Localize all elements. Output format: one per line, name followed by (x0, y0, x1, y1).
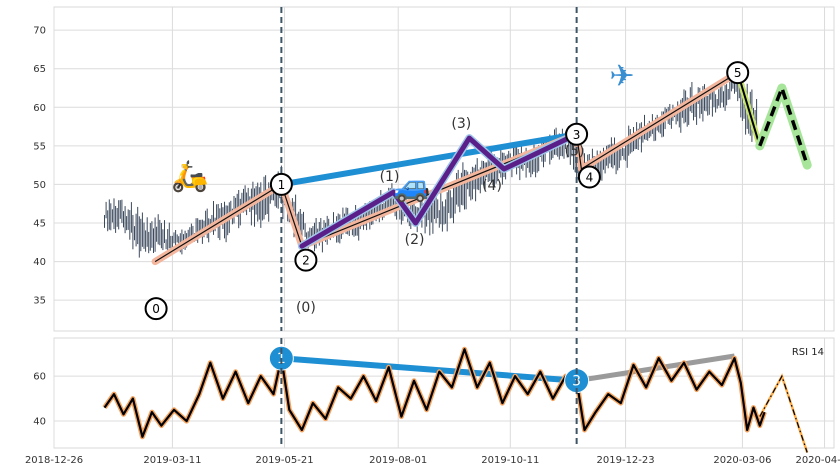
primary-wave-label: 0 (152, 302, 160, 316)
primary-wave-label: 3 (573, 128, 581, 142)
x-tick-label: 2019-12-23 (597, 455, 655, 466)
rsi-projection-line (759, 374, 808, 453)
price-divergence-line (278, 131, 580, 188)
price-panel-frame (53, 6, 835, 332)
decorative-icons: 🛵 🚙 ✈ (171, 59, 634, 204)
rsi-line (103, 348, 766, 438)
price-y-tick-label: 35 (33, 296, 46, 307)
price-y-tick-label: 70 (33, 26, 46, 37)
correction-actual-line (736, 72, 761, 147)
primary-wave-label: 5 (734, 66, 742, 80)
sub-wave-label: (0) (296, 300, 316, 316)
price-y-tick-label: 50 (33, 180, 46, 191)
sub-wave-label: (1) (380, 169, 400, 185)
x-tick-label: 2018-12-26 (25, 455, 83, 466)
primary-wave-label: 4 (586, 171, 594, 185)
sub-wave-label: (4) (482, 178, 502, 194)
primary-wave-circle (726, 61, 750, 85)
primary-wave-label: 1 (278, 178, 286, 192)
x-tick-label: 2019-10-11 (481, 455, 539, 466)
airplane-icon: ✈ (609, 59, 634, 94)
primary-wave-circle (269, 172, 293, 196)
primary-wave-label: 2 (302, 254, 310, 268)
price-y-tick-label: 60 (33, 103, 46, 114)
price-y-tick-label: 55 (33, 141, 46, 152)
sub-wave-label: (5) (565, 143, 585, 159)
rsi-y-tick-label: 60 (33, 372, 46, 383)
sub-wave-label: (2) (405, 232, 425, 248)
wave-labels: 0 1 2 3 4 5 (0) (1) (2) (3) (4) (5) (144, 61, 750, 321)
rsi-lines: 13 (102, 345, 809, 453)
scooter-icon: 🛵 (171, 159, 208, 194)
sub-wave-label: (3) (451, 116, 471, 132)
primary-wave-circle (144, 297, 168, 321)
price-wave-lines (151, 69, 812, 266)
primary-wave-circle (294, 248, 318, 272)
x-tick-label: 2020-04-27 (795, 455, 840, 466)
price-y-tick-label: 40 (33, 257, 46, 268)
price-y-tick-label: 65 (33, 64, 46, 75)
correction-projected-line (758, 82, 809, 166)
price-y-tick-label: 45 (33, 219, 46, 230)
x-tick-label: 2019-08-01 (369, 455, 427, 466)
primary-wave-circle (565, 122, 589, 146)
car-icon: 🚙 (393, 169, 430, 204)
x-tick-label: 2019-05-21 (255, 455, 313, 466)
rsi-divergence-line (281, 355, 577, 384)
divergence-vertical-lines (280, 7, 578, 448)
rsi-y-tick-label: 40 (33, 417, 46, 428)
rsi-panel-frame (53, 337, 835, 449)
primary-wave-circle (577, 165, 601, 189)
rsi-legend-label: RSI 14 (792, 347, 824, 358)
sub-wave-line (299, 131, 580, 249)
x-tick-label: 2019-03-11 (143, 455, 201, 466)
x-tick-label: 2020-03-06 (713, 455, 771, 466)
